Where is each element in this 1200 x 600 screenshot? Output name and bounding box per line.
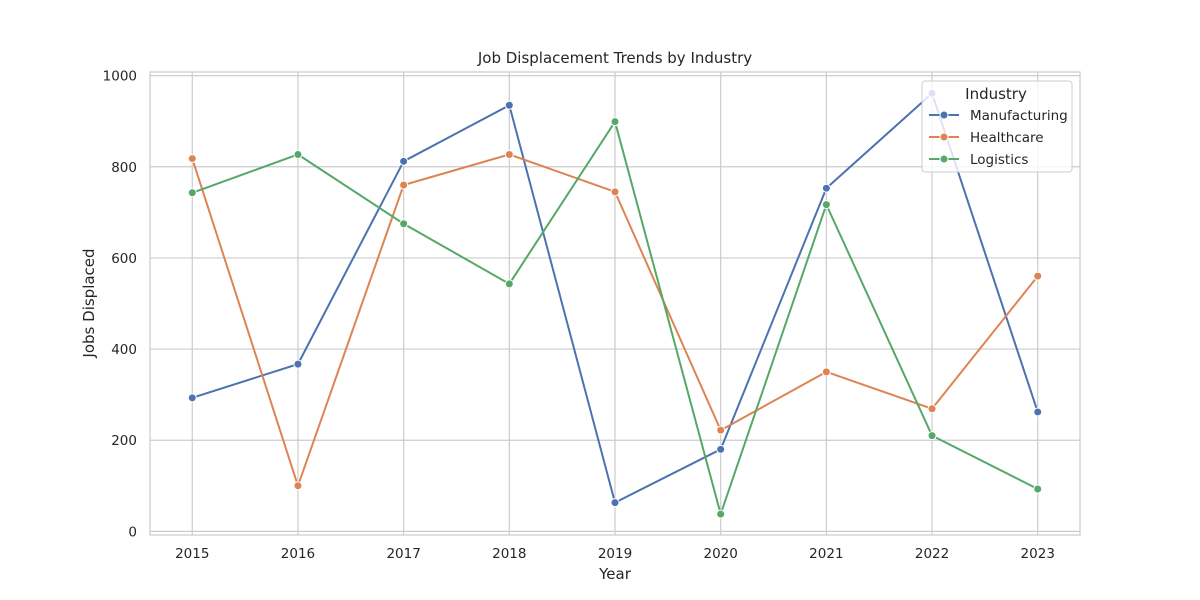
data-point-logistics	[504, 279, 514, 289]
data-point-manufacturing	[293, 359, 303, 369]
x-tick-label: 2015	[175, 546, 209, 562]
y-tick-label: 0	[128, 524, 137, 540]
y-tick-label: 1000	[103, 69, 137, 85]
data-point-logistics	[821, 200, 831, 210]
legend-swatch-marker	[939, 154, 949, 164]
x-axis-label: Year	[598, 565, 632, 583]
x-tick-label: 2017	[386, 546, 420, 562]
chart-title: Job Displacement Trends by Industry	[477, 49, 752, 67]
data-point-manufacturing	[1033, 407, 1043, 417]
data-point-logistics	[716, 509, 726, 519]
data-point-manufacturing	[399, 156, 409, 166]
data-point-healthcare	[927, 404, 937, 414]
legend-swatch-marker	[939, 132, 949, 142]
data-point-manufacturing	[821, 183, 831, 193]
x-tick-label: 2018	[492, 546, 526, 562]
y-axis-label: Jobs Displaced	[80, 248, 98, 358]
x-tick-label: 2019	[598, 546, 632, 562]
legend-label: Healthcare	[970, 130, 1044, 146]
legend-label: Manufacturing	[970, 108, 1068, 124]
data-point-manufacturing	[187, 393, 197, 403]
data-point-healthcare	[821, 367, 831, 377]
x-tick-label: 2016	[281, 546, 315, 562]
legend-item-healthcare: Healthcare	[929, 130, 1044, 146]
x-axis-ticks: 2015 2016 2017 2018 2019 2020 2021 2022 2023	[175, 546, 1055, 562]
legend-items: Manufacturing Healthcare Logistics	[929, 108, 1068, 168]
x-tick-label: 2023	[1021, 546, 1055, 562]
data-point-healthcare	[504, 149, 514, 159]
y-axis-ticks: 0 200 400 600 800 1000	[103, 69, 137, 541]
data-point-healthcare	[610, 187, 620, 197]
series-healthcare	[187, 149, 1043, 491]
legend-label: Logistics	[970, 152, 1028, 168]
legend: Industry Manufacturing Healthcare Logistic…	[921, 80, 1073, 173]
series-group	[187, 88, 1043, 519]
data-point-logistics	[1033, 484, 1043, 494]
data-point-manufacturing	[716, 444, 726, 454]
legend-item-logistics: Logistics	[929, 152, 1028, 168]
y-tick-label: 800	[111, 160, 137, 176]
y-tick-label: 600	[111, 251, 137, 267]
legend-box	[921, 80, 1073, 173]
plot-frame	[149, 71, 1081, 536]
legend-item-manufacturing: Manufacturing	[929, 108, 1068, 124]
data-point-manufacturing	[610, 498, 620, 508]
data-point-logistics	[610, 117, 620, 127]
series-logistics	[187, 117, 1043, 519]
data-point-healthcare	[187, 154, 197, 164]
legend-title: Industry	[965, 85, 1027, 103]
data-point-healthcare	[399, 180, 409, 190]
data-point-logistics	[293, 149, 303, 159]
data-point-logistics	[187, 188, 197, 198]
data-point-logistics	[927, 431, 937, 441]
x-tick-label: 2020	[704, 546, 738, 562]
y-tick-label: 200	[111, 433, 137, 449]
data-point-manufacturing	[504, 100, 514, 110]
x-tick-label: 2021	[809, 546, 843, 562]
x-tick-label: 2022	[915, 546, 949, 562]
legend-swatch-marker	[939, 110, 949, 120]
data-point-healthcare	[293, 481, 303, 491]
data-point-healthcare	[1033, 271, 1043, 281]
data-point-logistics	[399, 219, 409, 229]
data-point-healthcare	[716, 425, 726, 435]
y-tick-label: 400	[111, 342, 137, 358]
